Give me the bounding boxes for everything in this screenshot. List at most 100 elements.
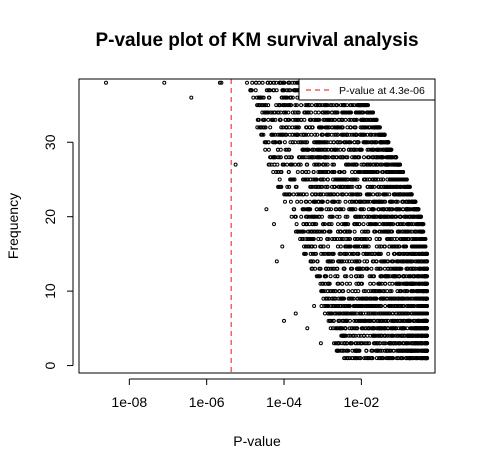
data-point — [367, 110, 372, 115]
data-point — [406, 356, 411, 361]
data-point — [318, 266, 323, 271]
data-point — [319, 155, 324, 160]
data-point — [399, 177, 404, 182]
data-point — [335, 147, 340, 152]
data-point — [350, 103, 355, 108]
data-point — [341, 333, 346, 338]
data-point — [285, 184, 290, 189]
data-point — [344, 177, 349, 182]
data-point — [266, 117, 271, 122]
data-point — [356, 274, 361, 279]
data-point — [419, 251, 424, 256]
data-point — [421, 222, 426, 227]
data-point — [357, 147, 362, 152]
data-point — [339, 207, 344, 212]
data-point — [267, 95, 272, 100]
data-point — [362, 155, 366, 160]
data-point — [300, 140, 305, 145]
data-point — [373, 214, 378, 219]
data-point — [353, 170, 358, 174]
data-point — [423, 281, 428, 286]
data-point — [338, 170, 342, 174]
data-point — [377, 222, 382, 227]
data-point — [289, 214, 294, 219]
data-point — [291, 177, 296, 182]
data-point — [359, 311, 364, 316]
data-point — [350, 289, 355, 294]
data-point — [301, 155, 306, 160]
data-point — [352, 222, 357, 227]
data-point — [355, 304, 360, 308]
data-point — [310, 147, 315, 152]
data-point — [368, 140, 373, 145]
data-point — [425, 296, 429, 301]
data-point — [343, 177, 347, 182]
data-point — [349, 259, 354, 264]
data-point — [302, 251, 307, 256]
data-point — [347, 244, 352, 249]
data-point — [337, 289, 342, 294]
data-point — [322, 103, 327, 108]
data-point — [414, 341, 419, 346]
data-point — [403, 192, 407, 197]
data-point — [320, 103, 325, 108]
data-point — [341, 155, 346, 160]
data-point — [381, 207, 386, 212]
data-point — [417, 311, 422, 316]
data-point — [358, 170, 363, 174]
data-point — [337, 207, 342, 212]
data-point — [338, 244, 343, 249]
data-point — [268, 125, 273, 130]
data-point — [363, 289, 368, 294]
data-point — [386, 140, 391, 145]
data-point — [405, 281, 409, 286]
data-point — [342, 222, 346, 227]
data-point — [371, 281, 376, 286]
data-point — [343, 117, 348, 122]
data-point — [340, 333, 345, 338]
y-axis-label: Frequency — [5, 193, 21, 259]
data-point — [315, 274, 320, 279]
data-point — [390, 259, 395, 264]
data-point — [365, 147, 370, 152]
data-point — [354, 281, 359, 286]
data-point — [310, 192, 315, 197]
data-point — [353, 177, 358, 182]
data-point — [262, 117, 267, 122]
data-point — [318, 207, 322, 212]
data-point — [277, 103, 282, 108]
data-point — [380, 162, 385, 167]
data-point — [372, 199, 377, 204]
data-point — [293, 162, 298, 167]
data-point — [308, 177, 313, 182]
data-point — [377, 333, 381, 338]
data-point — [250, 80, 255, 85]
data-point — [396, 251, 401, 256]
data-point — [404, 237, 409, 241]
data-point — [338, 251, 343, 256]
data-point — [405, 326, 410, 331]
data-point — [311, 229, 316, 234]
data-point — [344, 274, 349, 279]
data-point — [411, 222, 416, 227]
data-point — [307, 199, 312, 204]
data-point — [316, 170, 321, 174]
data-point — [320, 184, 325, 189]
data-point — [357, 184, 362, 189]
x-tick-label: 1e-02 — [343, 394, 379, 410]
data-point — [332, 162, 336, 167]
data-point — [345, 125, 350, 130]
data-point — [314, 222, 319, 227]
data-point — [318, 274, 322, 279]
data-point — [343, 333, 348, 338]
data-point — [364, 296, 369, 301]
data-point — [358, 110, 363, 115]
data-point — [367, 326, 372, 331]
data-point — [391, 356, 396, 361]
data-point — [423, 356, 428, 361]
data-point — [375, 192, 379, 197]
data-point — [365, 304, 370, 308]
data-point — [351, 304, 356, 308]
data-point — [341, 304, 346, 308]
data-point — [423, 237, 428, 241]
